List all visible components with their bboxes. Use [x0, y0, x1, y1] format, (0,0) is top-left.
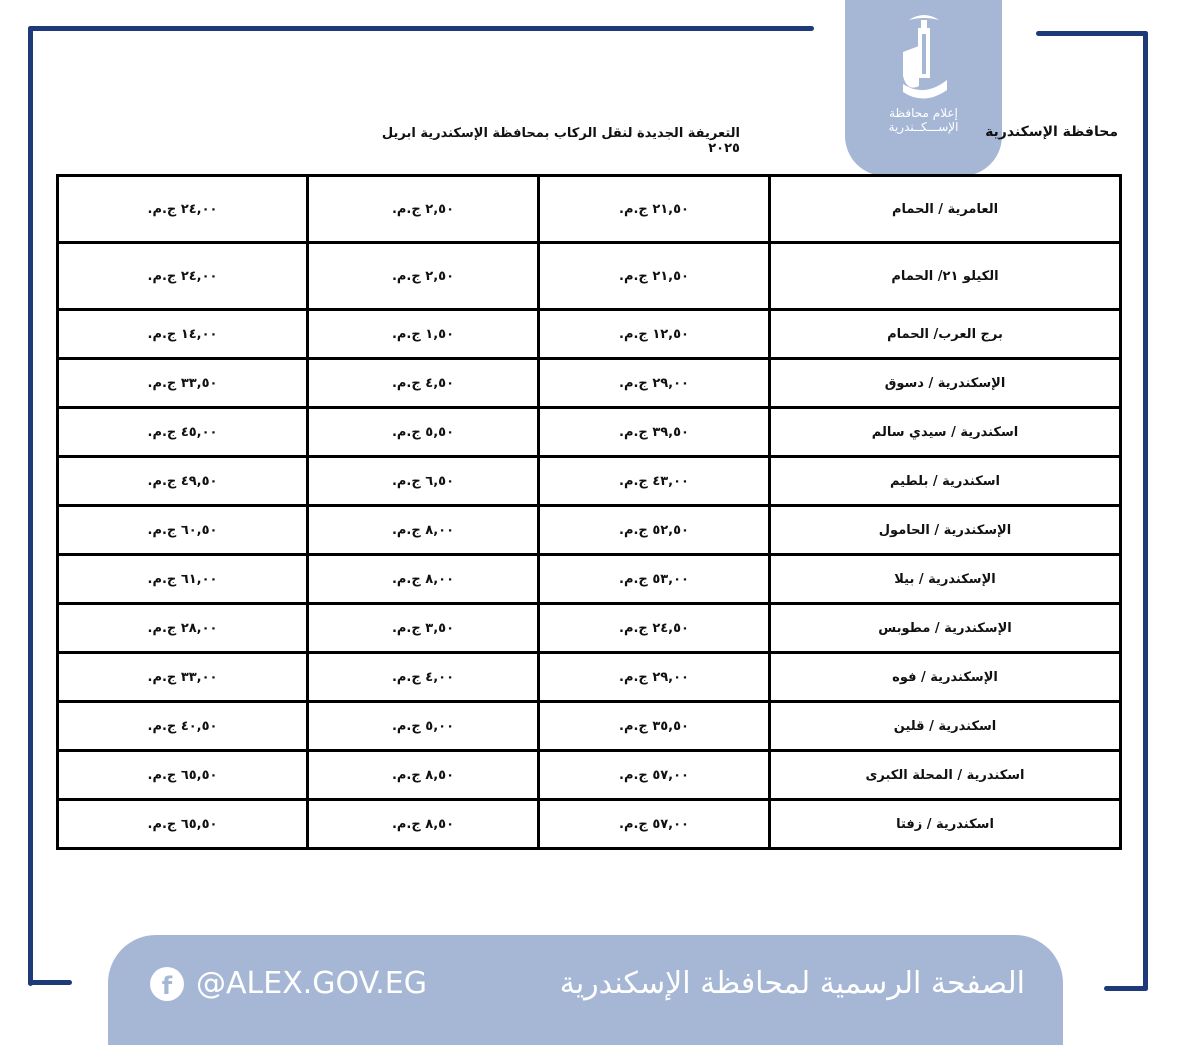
total-fare-cell: ٢٨,٠٠ ج.م. [56, 602, 309, 654]
total-fare-cell: ٦٠,٥٠ ج.م. [56, 504, 309, 556]
fare-cell: ٥٣,٠٠ ج.م. [537, 553, 771, 605]
increase-cell: ٨,٠٠ ج.م. [306, 553, 540, 605]
fare-cell: ٢٤,٥٠ ج.م. [537, 602, 771, 654]
increase-cell: ٤,٥٠ ج.م. [306, 357, 540, 409]
total-fare-cell: ٦٥,٥٠ ج.م. [56, 798, 309, 850]
increase-cell: ٤,٠٠ ج.م. [306, 651, 540, 703]
increase-cell: ٣,٥٠ ج.م. [306, 602, 540, 654]
total-fare-cell: ٣٣,٥٠ ج.م. [56, 357, 309, 409]
total-fare-cell: ٢٤,٠٠ ج.م. [56, 241, 309, 311]
route-cell: اسكندرية / سيدي سالم [768, 406, 1122, 458]
page-title: التعريفة الجديدة لنقل الركاب بمحافظة الإ… [381, 126, 740, 156]
fare-cell: ٥٧,٠٠ ج.م. [537, 798, 771, 850]
increase-cell: ٨,٠٠ ج.م. [306, 504, 540, 556]
route-cell: اسكندرية / قلين [768, 700, 1122, 752]
route-cell: الإسكندرية / فوه [768, 651, 1122, 703]
table-row: الإسكندرية / الحامول ٥٢,٥٠ ج.م. ٨,٠٠ ج.م. ٦… [56, 504, 1122, 556]
table-row: الكيلو ٢١/ الحمام ٢١,٥٠ ج.م. ٢,٥٠ ج.م. ٢٤,٠… [56, 241, 1122, 311]
route-cell: الإسكندرية / بيلا [768, 553, 1122, 605]
table-row: الإسكندرية / فوه ٢٩,٠٠ ج.م. ٤,٠٠ ج.م. ٣٣,٠٠… [56, 651, 1122, 703]
total-fare-cell: ٤٠,٥٠ ج.م. [56, 700, 309, 752]
frame-bottom-right [1104, 986, 1148, 991]
increase-cell: ١,٥٠ ج.م. [306, 308, 540, 360]
increase-cell: ٨,٥٠ ج.م. [306, 749, 540, 801]
frame-right [1143, 31, 1148, 991]
table-row: برج العرب/ الحمام ١٢,٥٠ ج.م. ١,٥٠ ج.م. ١٤,٠… [56, 308, 1122, 360]
frame-top-left [28, 26, 814, 31]
frame-bottom-left [28, 980, 72, 985]
table-row: اسكندرية / سيدي سالم ٣٩,٥٠ ج.م. ٥,٥٠ ج.م. ٤… [56, 406, 1122, 458]
table-row: الإسكندرية / بيلا ٥٣,٠٠ ج.م. ٨,٠٠ ج.م. ٦١,٠… [56, 553, 1122, 605]
fare-cell: ٥٧,٠٠ ج.م. [537, 749, 771, 801]
total-fare-cell: ٦٥,٥٠ ج.م. [56, 749, 309, 801]
increase-cell: ٢,٥٠ ج.م. [306, 241, 540, 311]
increase-cell: ٢,٥٠ ج.م. [306, 174, 540, 244]
table-row: الإسكندرية / دسوق ٢٩,٠٠ ج.م. ٤,٥٠ ج.م. ٣٣,٥… [56, 357, 1122, 409]
facebook-handle[interactable]: @ALEX.GOV.EG [196, 966, 428, 1001]
table-row: الإسكندرية / مطوبس ٢٤,٥٠ ج.م. ٣,٥٠ ج.م. ٢٨,… [56, 602, 1122, 654]
route-cell: العامرية / الحمام [768, 174, 1122, 244]
total-fare-cell: ١٤,٠٠ ج.م. [56, 308, 309, 360]
footer-band [108, 935, 1063, 1045]
fare-cell: ٢١,٥٠ ج.م. [537, 174, 771, 244]
fare-cell: ٣٩,٥٠ ج.م. [537, 406, 771, 458]
total-fare-cell: ٢٤,٠٠ ج.م. [56, 174, 309, 244]
logo-text: الإســـكــندرية [888, 120, 959, 134]
route-cell: الإسكندرية / الحامول [768, 504, 1122, 556]
facebook-icon[interactable]: f [150, 967, 184, 1001]
route-cell: الإسكندرية / مطوبس [768, 602, 1122, 654]
fare-cell: ٢٩,٠٠ ج.م. [537, 357, 771, 409]
total-fare-cell: ٦١,٠٠ ج.م. [56, 553, 309, 605]
route-cell: الإسكندرية / دسوق [768, 357, 1122, 409]
total-fare-cell: ٣٣,٠٠ ج.م. [56, 651, 309, 703]
fare-cell: ١٢,٥٠ ج.م. [537, 308, 771, 360]
fare-table: العامرية / الحمام ٢١,٥٠ ج.م. ٢,٥٠ ج.م. ٢٤,٠… [56, 174, 1122, 850]
fare-cell: ٣٥,٥٠ ج.م. [537, 700, 771, 752]
total-fare-cell: ٤٩,٥٠ ج.م. [56, 455, 309, 507]
increase-cell: ٥,٠٠ ج.م. [306, 700, 540, 752]
governorate-logo: إعلام محافظة الإســـكــندرية [845, 0, 1002, 176]
frame-top-right [1036, 31, 1148, 36]
official-page-label: الصفحة الرسمية لمحافظة الإسكندرية [559, 966, 1025, 1001]
increase-cell: ٨,٥٠ ج.م. [306, 798, 540, 850]
route-cell: برج العرب/ الحمام [768, 308, 1122, 360]
route-cell: اسكندرية / بلطيم [768, 455, 1122, 507]
increase-cell: ٦,٥٠ ج.م. [306, 455, 540, 507]
route-cell: اسكندرية / المحلة الكبرى [768, 749, 1122, 801]
frame-left [28, 26, 33, 986]
table-row: اسكندرية / بلطيم ٤٣,٠٠ ج.م. ٦,٥٠ ج.م. ٤٩,٥٠… [56, 455, 1122, 507]
table-row: اسكندرية / زفتا ٥٧,٠٠ ج.م. ٨,٥٠ ج.م. ٦٥,٥٠ … [56, 798, 1122, 850]
lighthouse-logo-icon [902, 15, 947, 99]
increase-cell: ٥,٥٠ ج.م. [306, 406, 540, 458]
fare-cell: ٢٩,٠٠ ج.م. [537, 651, 771, 703]
route-cell: الكيلو ٢١/ الحمام [768, 241, 1122, 311]
table-row: العامرية / الحمام ٢١,٥٠ ج.م. ٢,٥٠ ج.م. ٢٤,٠… [56, 174, 1122, 244]
fare-cell: ٢١,٥٠ ج.م. [537, 241, 771, 311]
governorate-name: محافظة الإسكندرية [985, 124, 1118, 140]
table-row: اسكندرية / قلين ٣٥,٥٠ ج.م. ٥,٠٠ ج.م. ٤٠,٥٠ … [56, 700, 1122, 752]
fare-cell: ٥٢,٥٠ ج.م. [537, 504, 771, 556]
fare-cell: ٤٣,٠٠ ج.م. [537, 455, 771, 507]
route-cell: اسكندرية / زفتا [768, 798, 1122, 850]
table-row: اسكندرية / المحلة الكبرى ٥٧,٠٠ ج.م. ٨,٥٠ ج… [56, 749, 1122, 801]
total-fare-cell: ٤٥,٠٠ ج.م. [56, 406, 309, 458]
logo-text: إعلام محافظة [889, 106, 958, 120]
